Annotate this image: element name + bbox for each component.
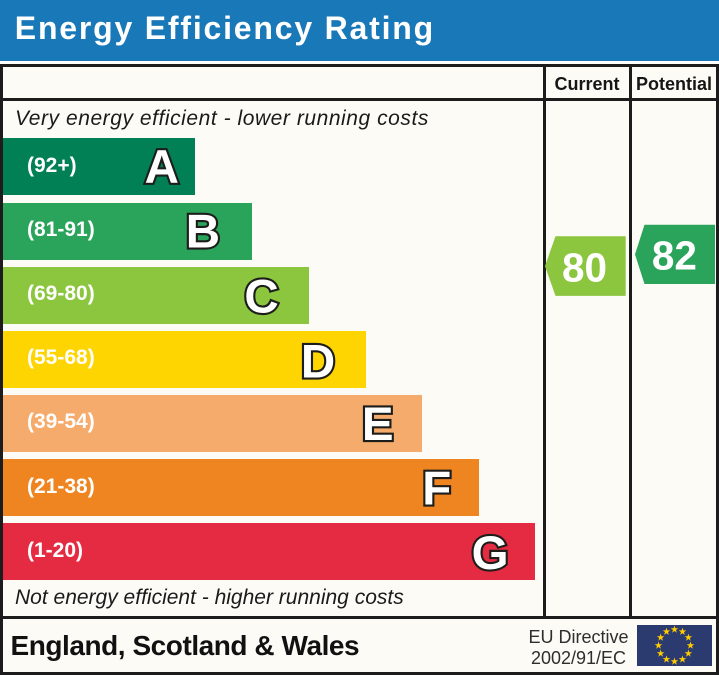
svg-text:80: 80 bbox=[562, 244, 607, 290]
svg-text:F: F bbox=[422, 463, 451, 516]
svg-text:G: G bbox=[472, 527, 509, 580]
svg-text:C: C bbox=[244, 271, 278, 324]
svg-text:B: B bbox=[186, 205, 220, 258]
svg-text:D: D bbox=[301, 335, 335, 388]
svg-text:A: A bbox=[145, 141, 179, 194]
svg-text:82: 82 bbox=[652, 232, 697, 278]
svg-text:E: E bbox=[362, 398, 394, 451]
